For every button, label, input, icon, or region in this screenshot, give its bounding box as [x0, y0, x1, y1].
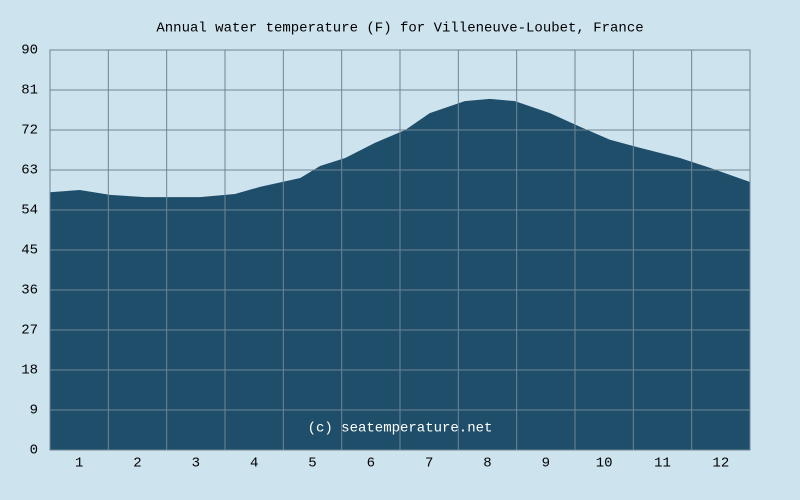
x-tick-label: 10	[596, 456, 613, 472]
y-tick-label: 72	[21, 123, 38, 139]
x-tick-label: 1	[75, 456, 83, 472]
y-tick-label: 54	[21, 203, 38, 219]
x-tick-label: 8	[483, 456, 491, 472]
y-tick-label: 0	[30, 443, 38, 459]
x-tick-label: 4	[250, 456, 258, 472]
x-tick-label: 5	[308, 456, 316, 472]
x-tick-label: 6	[367, 456, 375, 472]
x-tick-label: 3	[192, 456, 200, 472]
x-tick-label: 12	[712, 456, 729, 472]
x-tick-label: 2	[133, 456, 141, 472]
y-tick-label: 36	[21, 283, 38, 299]
x-tick-label: 9	[542, 456, 550, 472]
chart-title: Annual water temperature (F) for Villene…	[156, 21, 643, 37]
watermark: (c) seatemperature.net	[308, 421, 493, 437]
y-tick-label: 27	[21, 323, 38, 339]
plot-border	[49, 49, 751, 451]
y-tick-label: 63	[21, 163, 38, 179]
y-tick-label: 9	[30, 403, 38, 419]
x-tick-label: 7	[425, 456, 433, 472]
y-tick-label: 45	[21, 243, 38, 259]
x-tick-label: 11	[654, 456, 671, 472]
y-tick-label: 81	[21, 83, 38, 99]
y-tick-label: 18	[21, 363, 38, 379]
y-tick-label: 90	[21, 43, 38, 59]
